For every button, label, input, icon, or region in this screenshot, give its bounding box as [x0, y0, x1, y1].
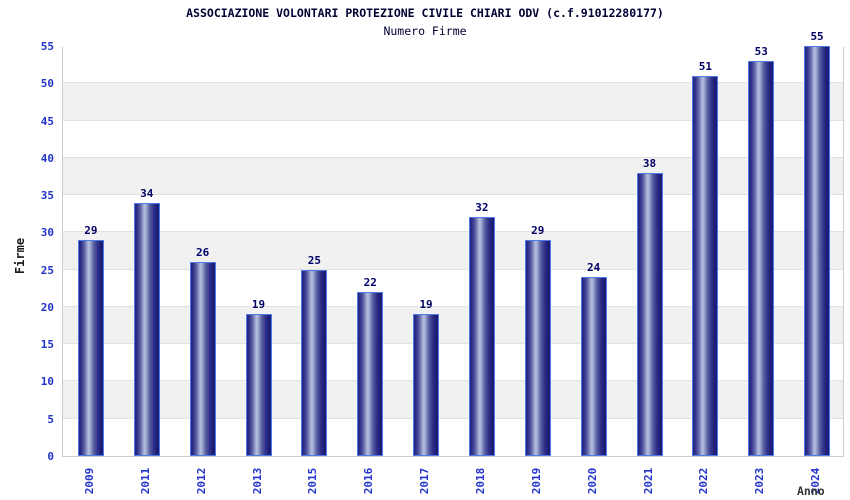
gridline [63, 156, 843, 158]
y-tick-label: 50 [40, 77, 54, 91]
chart-subtitle: Numero Firme [383, 24, 467, 38]
grid-band [63, 418, 843, 456]
x-tick-label: 2016 [362, 467, 376, 495]
x-tick-label: 2011 [138, 467, 152, 495]
x-tick-label: 2012 [194, 467, 208, 495]
bar-2013 [245, 314, 272, 456]
x-tick-label: 2015 [306, 467, 320, 495]
gridline [63, 231, 843, 233]
y-tick-label: 55 [40, 40, 54, 53]
bar-value-label: 22 [363, 276, 377, 289]
bar-2012 [189, 262, 216, 456]
bar-2009 [77, 240, 104, 456]
grid-band [63, 157, 843, 196]
bar-value-label: 32 [475, 201, 489, 214]
bar-value-label: 38 [642, 157, 657, 170]
grid-band [63, 195, 843, 233]
gridline [63, 305, 843, 307]
gridline [63, 343, 843, 345]
y-tick-label: 5 [47, 412, 54, 426]
y-axis-label: Firme [13, 237, 27, 275]
x-tick-label: 2020 [585, 467, 599, 495]
gridline [63, 194, 843, 196]
bar-value-label: 53 [754, 45, 768, 58]
bar-value-label: 19 [419, 298, 433, 311]
bar-2016 [357, 292, 384, 456]
grid-band [63, 120, 843, 158]
grid-band [63, 306, 843, 345]
gridline [63, 268, 843, 270]
gridline [63, 82, 843, 84]
x-tick-label: 2009 [82, 467, 96, 495]
gridline [63, 380, 843, 382]
y-tick-label: 10 [40, 375, 54, 389]
x-tick-label: 2013 [250, 467, 264, 495]
y-tick-label: 30 [40, 226, 54, 240]
bar-value-label: 24 [587, 261, 601, 274]
gridline [63, 417, 843, 419]
bar-2018 [468, 217, 495, 456]
bar-2024 [804, 46, 831, 456]
bar-2015 [301, 270, 328, 456]
x-tick-label: 2022 [697, 467, 711, 495]
x-axis-label: Anno [797, 484, 825, 498]
y-tick-label: 20 [40, 300, 54, 314]
x-tick-label: 2019 [529, 467, 543, 495]
chart-title: ASSOCIAZIONE VOLONTARI PROTEZIONE CIVILE… [186, 6, 664, 20]
bar-value-label: 26 [196, 246, 210, 259]
grid-band [63, 381, 843, 419]
y-tick-label: 15 [40, 338, 54, 352]
x-tick-label: 2017 [418, 467, 432, 495]
y-tick-label: 0 [47, 450, 54, 463]
y-tick-label: 35 [40, 189, 54, 203]
bar-2019 [524, 240, 551, 456]
y-tick-label: 45 [40, 114, 54, 128]
bar-value-label: 34 [140, 187, 154, 200]
grid-band [63, 344, 843, 382]
x-tick-label: 2018 [473, 467, 487, 495]
bar-value-label: 19 [251, 298, 266, 311]
bar-2020 [580, 277, 607, 456]
bar-value-label: 25 [307, 254, 321, 267]
bar-value-label: 51 [698, 60, 712, 73]
gridline [63, 119, 843, 121]
x-tick-label: 2023 [753, 467, 767, 495]
y-tick-label: 25 [40, 263, 54, 277]
bar-2021 [636, 173, 663, 456]
grid-band [63, 46, 843, 84]
bar-2022 [692, 76, 719, 456]
plot-area: 29 34 26 19 25 22 19 32 29 24 38 51 53 55 [62, 30, 844, 457]
y-tick-label: 40 [40, 151, 54, 165]
x-tick-label: 2021 [641, 467, 655, 495]
grid-band [63, 232, 843, 270]
bar-2011 [133, 203, 160, 456]
grid-band [63, 269, 843, 307]
bar-2023 [748, 61, 775, 456]
bar-value-label: 55 [810, 30, 824, 43]
bar-value-label: 29 [531, 224, 545, 237]
bar-2017 [413, 314, 440, 456]
grid-band [63, 83, 843, 121]
bar-value-label: 29 [84, 224, 98, 237]
